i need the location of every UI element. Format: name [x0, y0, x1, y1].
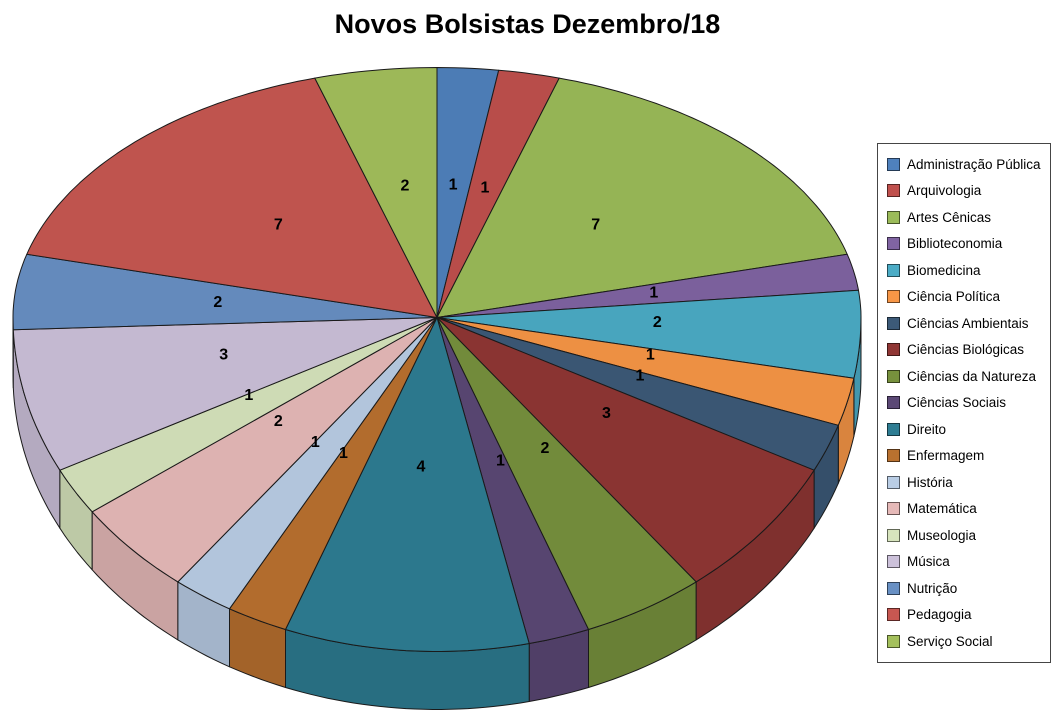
- legend-label: Matemática: [907, 501, 977, 517]
- pie-slice-enfermagem[interactable]: [229, 317, 438, 630]
- legend-swatch-icon: [887, 396, 900, 410]
- slice-value-label-ciencias-biologicas: 3: [602, 405, 611, 422]
- slice-value-label-arquivologia: 1: [480, 179, 489, 196]
- slice-value-label-historia: 1: [311, 434, 320, 451]
- legend-label: Ciências Sociais: [907, 395, 1007, 411]
- pie-slice-ciencias-sociais[interactable]: [436, 317, 589, 644]
- legend-label: Ciências da Natureza: [907, 368, 1037, 384]
- pie-slice-historia[interactable]: [177, 317, 438, 610]
- legend-swatch-icon: [887, 263, 900, 277]
- legend-swatch-icon: [887, 184, 900, 198]
- pie-slice-arquivologia[interactable]: [436, 69, 560, 318]
- legend-item-artes-cenicas[interactable]: Artes Cênicas: [887, 204, 1046, 231]
- legend-label: Ciências Biológicas: [907, 342, 1025, 358]
- pie-slice-ciencias-ambientais[interactable]: [436, 317, 839, 471]
- slice-value-label-servico-social: 2: [400, 178, 409, 195]
- slice-value-label-ciencias-sociais: 1: [496, 453, 505, 470]
- legend-item-matematica[interactable]: Matemática: [887, 496, 1046, 523]
- legend-label: Pedagogia: [907, 607, 972, 623]
- legend-label: Ciências Ambientais: [907, 315, 1029, 331]
- legend-label: Biomedicina: [907, 262, 981, 278]
- legend-item-enfermagem[interactable]: Enfermagem: [887, 443, 1046, 470]
- chart-title: Novos Bolsistas Dezembro/18: [334, 9, 721, 39]
- slice-value-label-biomedicina: 2: [653, 314, 662, 331]
- legend-item-ciencias-da-natureza[interactable]: Ciências da Natureza: [887, 363, 1046, 390]
- pie-slice-musica[interactable]: [12, 317, 438, 471]
- legend-label: História: [907, 474, 953, 490]
- legend-item-ciencias-ambientais[interactable]: Ciências Ambientais: [887, 310, 1046, 337]
- pie-slice-museologia[interactable]: [59, 317, 438, 513]
- slice-value-label-biblioteconomia: 1: [649, 285, 658, 302]
- pie-slice-ciencia-politica[interactable]: [436, 317, 855, 426]
- legend-item-biomedicina[interactable]: Biomedicina: [887, 257, 1046, 284]
- legend-label: Biblioteconomia: [907, 236, 1003, 252]
- legend-item-ciencias-biologicas[interactable]: Ciências Biológicas: [887, 337, 1046, 364]
- legend-swatch-icon: [887, 608, 900, 622]
- pie-slice-matematica[interactable]: [91, 317, 438, 583]
- legend-swatch-icon: [887, 290, 900, 304]
- legend-swatch-icon: [887, 157, 900, 171]
- slice-value-label-direito: 4: [416, 459, 425, 476]
- legend-swatch-icon: [887, 634, 900, 648]
- pie-slice-artes-cenicas[interactable]: [436, 77, 848, 318]
- legend-item-administracao-publica[interactable]: Administração Pública: [887, 151, 1046, 178]
- legend-item-museologia[interactable]: Museologia: [887, 522, 1046, 549]
- slice-value-label-pedagogia: 7: [274, 217, 283, 234]
- legend-item-historia[interactable]: História: [887, 469, 1046, 496]
- legend-item-musica[interactable]: Música: [887, 549, 1046, 576]
- legend-swatch-icon: [887, 581, 900, 595]
- legend-label: Música: [907, 554, 950, 570]
- legend-label: Nutrição: [907, 580, 958, 596]
- legend-item-ciencias-sociais[interactable]: Ciências Sociais: [887, 390, 1046, 417]
- slice-value-label-enfermagem: 1: [339, 445, 348, 462]
- legend-swatch-icon: [887, 528, 900, 542]
- slice-value-label-ciencias-ambientais: 1: [635, 368, 644, 385]
- slice-value-label-ciencia-politica: 1: [646, 347, 655, 364]
- legend-label: Direito: [907, 421, 947, 437]
- slice-value-label-administracao-publica: 1: [449, 177, 458, 194]
- legend-swatch-icon: [887, 343, 900, 357]
- slice-value-label-ciencias-da-natureza: 2: [540, 440, 549, 457]
- legend-label: Serviço Social: [907, 633, 993, 649]
- legend-item-biblioteconomia[interactable]: Biblioteconomia: [887, 231, 1046, 258]
- legend-item-direito[interactable]: Direito: [887, 416, 1046, 443]
- legend: Administração Pública Arquivologia Artes C…: [877, 143, 1051, 663]
- legend-swatch-icon: [887, 449, 900, 463]
- legend-item-servico-social[interactable]: Serviço Social: [887, 628, 1046, 655]
- pie-slice-pedagogia[interactable]: [26, 77, 438, 318]
- pie-slice-servico-social[interactable]: [314, 67, 438, 318]
- legend-swatch-icon: [887, 475, 900, 489]
- legend-swatch-icon: [887, 555, 900, 569]
- legend-label: Administração Pública: [907, 156, 1041, 172]
- legend-item-ciencia-politica[interactable]: Ciência Política: [887, 284, 1046, 311]
- slice-value-label-artes-cenicas: 7: [591, 217, 600, 234]
- legend-label: Artes Cênicas: [907, 209, 992, 225]
- slice-value-label-nutricao: 2: [213, 294, 222, 311]
- legend-swatch-icon: [887, 502, 900, 516]
- legend-label: Enfermagem: [907, 448, 985, 464]
- pie-slice-biomedicina[interactable]: [436, 289, 862, 379]
- pie-slice-ciencias-biologicas[interactable]: [436, 317, 815, 583]
- legend-label: Museologia: [907, 527, 977, 543]
- legend-swatch-icon: [887, 316, 900, 330]
- slice-value-label-matematica: 2: [274, 413, 283, 430]
- legend-swatch-icon: [887, 369, 900, 383]
- legend-item-nutricao[interactable]: Nutrição: [887, 575, 1046, 602]
- pie-slice-nutricao[interactable]: [12, 253, 438, 331]
- legend-item-pedagogia[interactable]: Pedagogia: [887, 602, 1046, 629]
- pie-slice-direito[interactable]: [285, 317, 530, 652]
- legend-label: Ciência Política: [907, 289, 1001, 305]
- legend-label: Arquivologia: [907, 183, 982, 199]
- pie-slice-ciencias-da-natureza[interactable]: [436, 317, 697, 630]
- legend-item-arquivologia[interactable]: Arquivologia: [887, 178, 1046, 205]
- slice-value-label-musica: 3: [219, 347, 228, 364]
- legend-swatch-icon: [887, 237, 900, 251]
- legend-swatch-icon: [887, 210, 900, 224]
- pie-slice-biblioteconomia[interactable]: [436, 253, 859, 318]
- slice-value-label-museologia: 1: [244, 387, 253, 404]
- legend-swatch-icon: [887, 422, 900, 436]
